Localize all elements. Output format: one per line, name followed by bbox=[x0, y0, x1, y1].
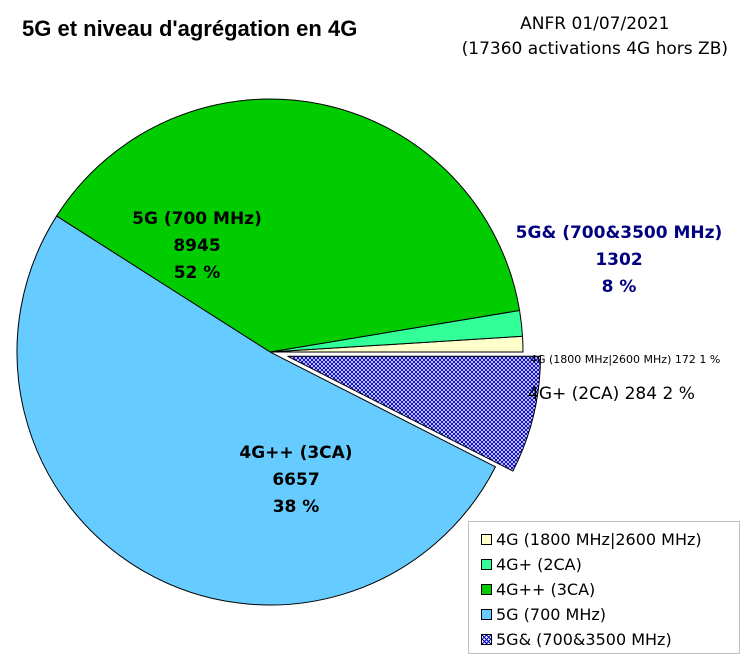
legend-label: 4G++ (3CA) bbox=[496, 580, 596, 599]
slice-label-line: 8 % bbox=[602, 277, 637, 297]
legend-swatch bbox=[481, 609, 492, 620]
slice-label-line: 8945 bbox=[173, 236, 220, 256]
legend-item-4g-1800-mhz-2600-mhz: 4G (1800 MHz|2600 MHz) bbox=[481, 527, 739, 552]
chart-legend: 4G (1800 MHz|2600 MHz) 4G+ (2CA) 4G++ (3CA… bbox=[468, 521, 740, 654]
legend-swatch bbox=[481, 559, 492, 570]
slice-label-line: 5G (700 MHz) bbox=[132, 209, 262, 229]
slice-label-line: 4G+ (2CA) 284 2 % bbox=[528, 384, 695, 404]
pie-slice-5g-700-mhz bbox=[16, 215, 497, 606]
legend-label: 5G& (700&3500 MHz) bbox=[496, 630, 672, 649]
slice-label-line: 5G& (700&3500 MHz) bbox=[516, 223, 723, 243]
slice-label-5g-700-3500-mhz: 5G& (700&3500 MHz) 1302 8 % bbox=[516, 223, 723, 297]
chart-subtitle: ANFR 01/07/2021 (17360 activations 4G ho… bbox=[462, 12, 728, 62]
legend-item-5g-700-mhz: 5G (700 MHz) bbox=[481, 602, 739, 627]
legend-item-4g-2ca: 4G+ (2CA) bbox=[481, 552, 739, 577]
slice-label-line: 52 % bbox=[174, 263, 221, 283]
legend-swatch bbox=[481, 584, 492, 595]
slice-label-4g-1800-mhz-2600-mhz: 4G (1800 MHz|2600 MHz) 172 1 % bbox=[530, 353, 720, 366]
slice-label-line: 38 % bbox=[273, 497, 320, 517]
subtitle-line-1: ANFR 01/07/2021 bbox=[520, 14, 670, 34]
slice-label-line: 6657 bbox=[272, 470, 319, 490]
legend-item-5g-700-3500-mhz: 5G& (700&3500 MHz) bbox=[481, 627, 739, 652]
legend-label: 4G (1800 MHz|2600 MHz) bbox=[496, 530, 702, 549]
pie-slice-4g-3ca bbox=[55, 98, 521, 353]
legend-label: 5G (700 MHz) bbox=[496, 605, 607, 624]
subtitle-line-2: (17360 activations 4G hors ZB) bbox=[461, 39, 728, 59]
legend-item-4g-3ca: 4G++ (3CA) bbox=[481, 577, 739, 602]
legend-swatch bbox=[481, 634, 492, 645]
slice-label-4g-3ca: 4G++ (3CA) 6657 38 % bbox=[239, 443, 352, 517]
chart-title: 5G et niveau d'agrégation en 4G bbox=[22, 16, 358, 41]
legend-label: 4G+ (2CA) bbox=[496, 555, 582, 574]
slice-label-5g-700-mhz: 5G (700 MHz) 8945 52 % bbox=[132, 209, 262, 283]
pie-slice-5g-700-3500-mhz bbox=[287, 355, 542, 472]
slice-label-line: 1302 bbox=[595, 250, 642, 270]
slice-label-4g-2ca: 4G+ (2CA) 284 2 % bbox=[528, 384, 695, 404]
slice-label-line: 4G (1800 MHz|2600 MHz) 172 1 % bbox=[530, 353, 720, 366]
slice-label-line: 4G++ (3CA) bbox=[239, 443, 352, 463]
legend-swatch bbox=[481, 534, 492, 545]
